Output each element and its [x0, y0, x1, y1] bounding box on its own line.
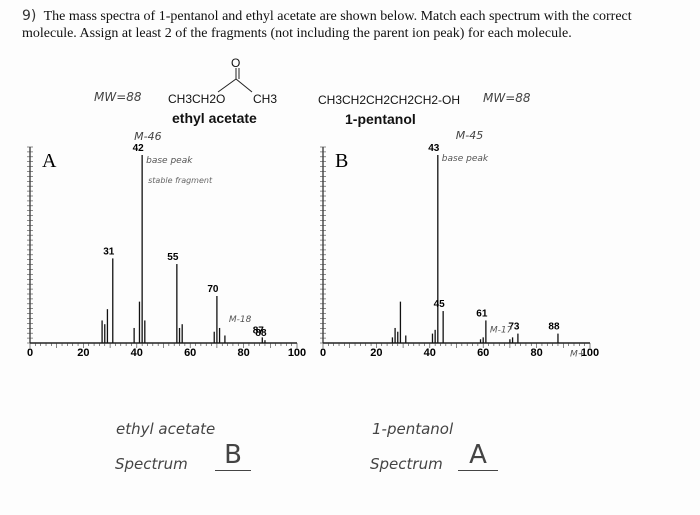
question-number: 9)	[22, 8, 37, 24]
answer-right-molecule: 1-pentanol	[372, 420, 454, 438]
peak-label: 88	[255, 328, 267, 339]
pentanol-formula: CH3CH2CH2CH2CH2-OH	[318, 93, 461, 107]
x-tick-label: 80	[237, 347, 249, 359]
peak-label: 87	[253, 325, 265, 336]
panel-label: B	[335, 150, 348, 172]
mw-note-right: MW=88	[483, 91, 531, 105]
x-tick-label: 100	[288, 347, 306, 359]
question-block: 9) The mass spectra of 1-pentanol and et…	[22, 8, 662, 42]
x-tick-label: 0	[27, 347, 33, 359]
x-tick-label: 40	[424, 347, 436, 359]
peak-label: 43	[428, 143, 440, 154]
x-tick-label: 40	[131, 347, 143, 359]
mw-note-left: MW=88	[94, 90, 142, 104]
x-tick-label: 60	[184, 347, 196, 359]
handwritten-annotation: M-18	[229, 315, 252, 325]
answer-left-spectrum-label: Spectrum	[115, 455, 188, 473]
question-text: The mass spectra of 1-pentanol and ethyl…	[22, 9, 632, 41]
handwritten-annotation: base peak	[146, 156, 193, 166]
ethyl-acetate-name: ethyl acetate	[172, 110, 257, 126]
handwritten-annotation: M-45	[456, 129, 483, 142]
peak-label: 70	[207, 284, 219, 295]
handwritten-annotation: M-17	[490, 325, 513, 335]
handwritten-annotation: M-46	[134, 130, 161, 143]
peak-label: 73	[508, 322, 520, 333]
ethyl-acetate-formula-left: CH3CH2O	[168, 92, 226, 106]
answer-right-spectrum-label: Spectrum	[370, 455, 443, 473]
x-tick-label: 20	[77, 347, 89, 359]
ethyl-acetate-formula-right: CH3	[253, 92, 278, 106]
panel-label: A	[42, 150, 57, 172]
answer-left-molecule: ethyl acetate	[116, 420, 216, 438]
peak-label: 55	[167, 252, 179, 263]
handwritten-annotation: M+	[570, 350, 585, 360]
ester-bond-lines	[217, 68, 253, 93]
carbonyl-oxygen: O	[231, 56, 241, 70]
peak-label: 88	[548, 322, 560, 333]
x-tick-label: 0	[320, 347, 326, 359]
handwritten-annotation: stable fragment	[148, 176, 213, 185]
peak-label: 45	[434, 299, 446, 310]
peak-label: 42	[133, 143, 145, 154]
peak-label: 61	[476, 308, 488, 319]
handwritten-annotation: base peak	[442, 154, 489, 164]
answer-left-value: B	[215, 440, 251, 471]
pentanol-name: 1-pentanol	[345, 111, 416, 127]
x-tick-label: 20	[370, 347, 382, 359]
x-tick-label: 100	[581, 347, 599, 359]
x-tick-label: 80	[530, 347, 542, 359]
answer-right-value: A	[458, 440, 498, 471]
x-tick-label: 60	[477, 347, 489, 359]
spectrum-b: 0 20 40 60 80 100 B 43 45 61 73 88 M-45 base peak M-17…	[320, 129, 599, 360]
peak-label: 31	[103, 246, 115, 257]
